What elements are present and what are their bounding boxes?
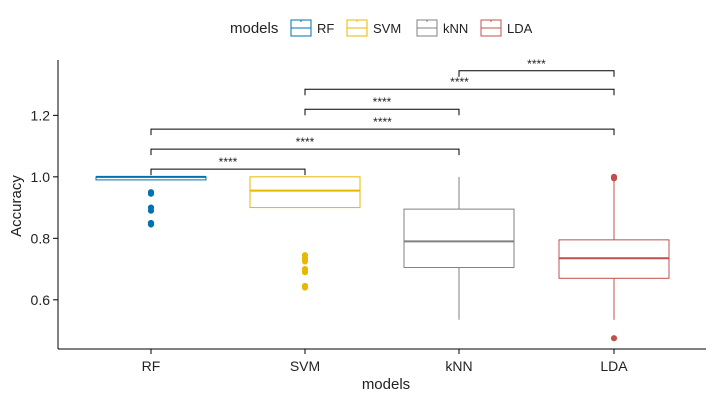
y-tick-label: 1.0 — [31, 169, 51, 185]
legend-label: RF — [317, 21, 334, 36]
x-tick-label: RF — [142, 358, 161, 374]
significance-label: **** — [219, 155, 238, 169]
significance-bracket: **** — [150, 135, 460, 156]
significance-label: **** — [296, 135, 315, 149]
box-iqr — [403, 208, 515, 269]
outlier-point — [301, 265, 309, 273]
outlier-point — [147, 204, 155, 211]
box-svm — [249, 176, 361, 291]
box-rf — [95, 175, 207, 228]
bracket-line — [304, 108, 460, 116]
y-tick-label: 0.8 — [31, 230, 51, 246]
significance-label: **** — [527, 57, 546, 71]
x-tick-label: SVM — [290, 358, 320, 374]
box-lda — [558, 173, 670, 342]
bracket-line — [150, 128, 615, 136]
bracket-line — [150, 148, 460, 156]
legend-item-knn: kNN — [416, 19, 468, 37]
outlier-point — [610, 335, 618, 342]
legend-label: LDA — [507, 21, 533, 36]
legend: models RF SVM kNN LDA — [230, 19, 533, 37]
bracket-line — [304, 88, 615, 96]
bracket-line — [458, 70, 615, 77]
significance-bracket: **** — [458, 57, 615, 77]
outlier-point — [610, 173, 618, 180]
x-axis-label: models — [362, 376, 410, 393]
box-knn — [403, 176, 515, 320]
legend-label: SVM — [373, 21, 401, 36]
significance-bracket: **** — [150, 155, 306, 176]
y-tick-label: 1.2 — [31, 107, 51, 123]
bracket-line — [150, 168, 306, 176]
legend-title: models — [230, 20, 278, 37]
y-axis-label: Accuracy — [8, 175, 25, 237]
outlier-point — [147, 189, 155, 196]
plot-area: 0.6 0.8 1.0 1.2 RF SVM kNN LDA **** **** **** **** *… — [31, 57, 706, 374]
legend-item-lda: LDA — [480, 19, 533, 37]
legend-item-svm: SVM — [346, 19, 401, 37]
legend-label: kNN — [443, 21, 468, 36]
box-iqr — [249, 176, 361, 209]
y-tick-label: 0.6 — [31, 292, 51, 308]
significance-bracket: **** — [304, 95, 460, 116]
significance-label: **** — [450, 75, 469, 89]
outlier-point — [301, 282, 309, 290]
outlier-point — [147, 221, 155, 228]
significance-bracket: **** — [150, 115, 615, 136]
significance-bracket: **** — [304, 75, 615, 96]
outlier-point — [301, 252, 309, 259]
significance-label: **** — [373, 95, 392, 109]
legend-item-rf: RF — [290, 19, 334, 37]
significance-label: **** — [373, 115, 392, 129]
x-tick-label: LDA — [600, 358, 628, 374]
x-tick-label: kNN — [445, 358, 472, 374]
